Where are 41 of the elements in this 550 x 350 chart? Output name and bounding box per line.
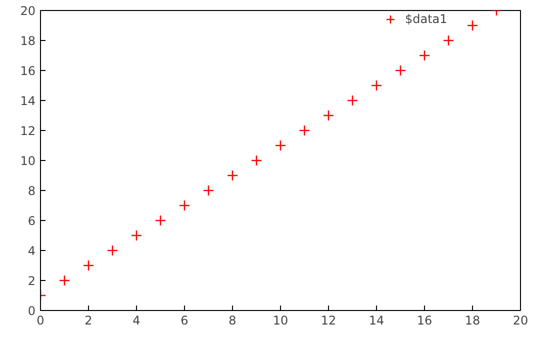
y-tick-label: 20 — [20, 4, 36, 18]
point — [106, 244, 118, 256]
x-tick-label: 16 — [416, 314, 432, 328]
point — [370, 80, 382, 92]
x-tick-label: 8 — [228, 314, 236, 328]
point — [346, 94, 358, 106]
point — [154, 214, 166, 226]
y-tick-label: 2 — [28, 274, 36, 288]
y-tick-label: 10 — [20, 154, 36, 168]
point — [394, 64, 406, 76]
point — [58, 274, 70, 286]
point — [442, 34, 454, 46]
x-tick-label: 6 — [180, 314, 188, 328]
legend-label: $data1 — [405, 12, 448, 26]
y-tick-label: 18 — [20, 34, 36, 48]
point — [298, 124, 310, 136]
x-tick-label: 2 — [84, 314, 92, 328]
y-tick-label: 8 — [28, 184, 36, 198]
x-tick-label: 14 — [368, 314, 384, 328]
point — [82, 260, 94, 272]
y-tick-label: 16 — [20, 64, 36, 78]
point — [130, 230, 142, 242]
x-tick-label: 10 — [272, 314, 288, 328]
point — [418, 50, 430, 62]
x-tick-label: 4 — [132, 314, 140, 328]
x-tick-label: 0 — [36, 314, 44, 328]
x-tick-label: 12 — [320, 314, 336, 328]
point — [466, 20, 478, 32]
y-tick-label: 0 — [28, 304, 36, 318]
point — [322, 110, 334, 122]
x-tick-label: 20 — [512, 314, 528, 328]
x-tick-label: 18 — [464, 314, 480, 328]
point — [226, 170, 238, 182]
y-tick-label: 12 — [20, 124, 36, 138]
point — [250, 154, 262, 166]
y-tick-label: 14 — [20, 94, 36, 108]
y-tick-label: 4 — [28, 244, 36, 258]
point — [202, 184, 214, 196]
point — [178, 200, 190, 212]
point — [274, 140, 286, 152]
y-tick-label: 6 — [28, 214, 36, 228]
